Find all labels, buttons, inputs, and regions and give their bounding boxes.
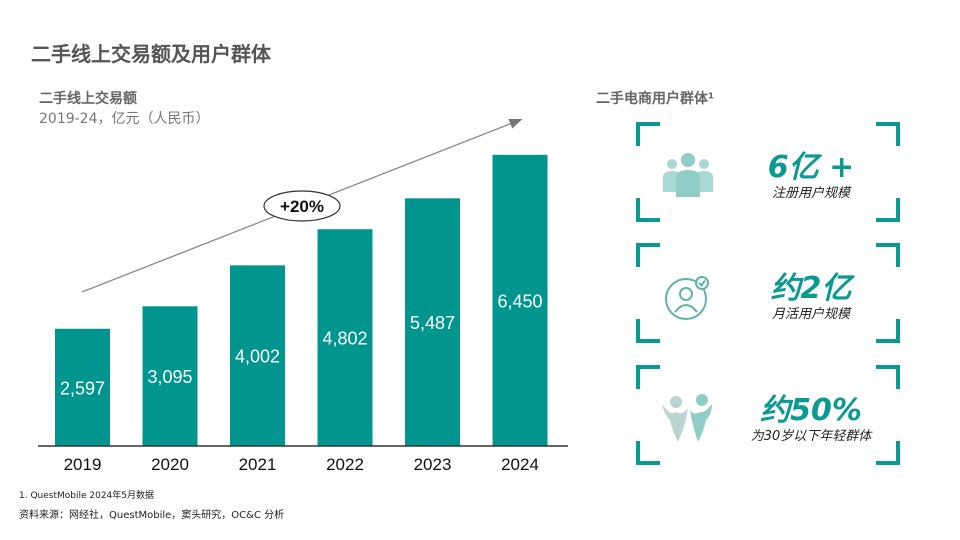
bar-2022 bbox=[317, 229, 373, 446]
card-bracket-frame bbox=[636, 122, 900, 222]
page-title: 二手线上交易额及用户群体 bbox=[31, 42, 271, 66]
x-tick-label-2022: 2022 bbox=[326, 455, 364, 474]
registered-users-card: 6亿 + 注册用户规模 bbox=[636, 122, 900, 222]
x-tick-label-2024: 2024 bbox=[501, 455, 539, 474]
value-label-2019: 2,597 bbox=[60, 378, 105, 398]
active-user-icon bbox=[665, 276, 709, 320]
registered-users-label: 注册用户规模 bbox=[771, 186, 850, 201]
value-label-2022: 4,802 bbox=[322, 329, 367, 349]
active-users-value: 约2亿 bbox=[770, 271, 852, 306]
bar-2024 bbox=[492, 154, 548, 447]
young-users-label: 为30岁以下年轻群体 bbox=[750, 429, 872, 444]
chart-title: 二手线上交易额 bbox=[39, 91, 137, 107]
user-group-title: 二手电商用户群体¹ bbox=[596, 91, 715, 107]
value-label-2024: 6,450 bbox=[497, 291, 542, 311]
young-people-icon bbox=[662, 394, 712, 442]
value-label-2020: 3,095 bbox=[147, 367, 192, 387]
value-label-2021: 4,002 bbox=[235, 347, 280, 367]
x-tick-label-2023: 2023 bbox=[414, 455, 452, 474]
bar-chart: +20% 2,597 2019 3,095 2020 4,002 2021 4,802 202… bbox=[38, 118, 568, 474]
chart-subtitle: 2019-24，亿元（人民币） bbox=[39, 111, 210, 127]
x-tick-label-2019: 2019 bbox=[64, 455, 102, 474]
footnote: 1. QuestMobile 2024年5月数据 bbox=[19, 491, 155, 501]
young-users-value: 约50% bbox=[760, 393, 862, 428]
value-label-2023: 5,487 bbox=[410, 313, 455, 333]
growth-label: +20% bbox=[280, 197, 324, 216]
active-users-card: 约2亿 月活用户规模 bbox=[636, 243, 900, 343]
bar-2023 bbox=[405, 198, 460, 446]
bar-2019 bbox=[55, 328, 110, 446]
active-users-label: 月活用户规模 bbox=[771, 307, 850, 322]
card-bracket-frame bbox=[636, 243, 900, 343]
x-tick-label-2020: 2020 bbox=[151, 455, 189, 474]
user-group-icon bbox=[663, 153, 713, 197]
growth-badge bbox=[263, 190, 341, 222]
x-tick-label-2021: 2021 bbox=[239, 455, 277, 474]
card-bracket-frame bbox=[636, 365, 900, 465]
registered-users-value: 6亿 + bbox=[767, 150, 855, 185]
bar-2021 bbox=[230, 265, 285, 446]
bar-2020 bbox=[142, 306, 198, 446]
young-users-card: 约50% 为30岁以下年轻群体 bbox=[636, 365, 900, 465]
source-note: 资料来源：网经社，QuestMobile，窦头研究，OC&C 分析 bbox=[19, 510, 285, 521]
